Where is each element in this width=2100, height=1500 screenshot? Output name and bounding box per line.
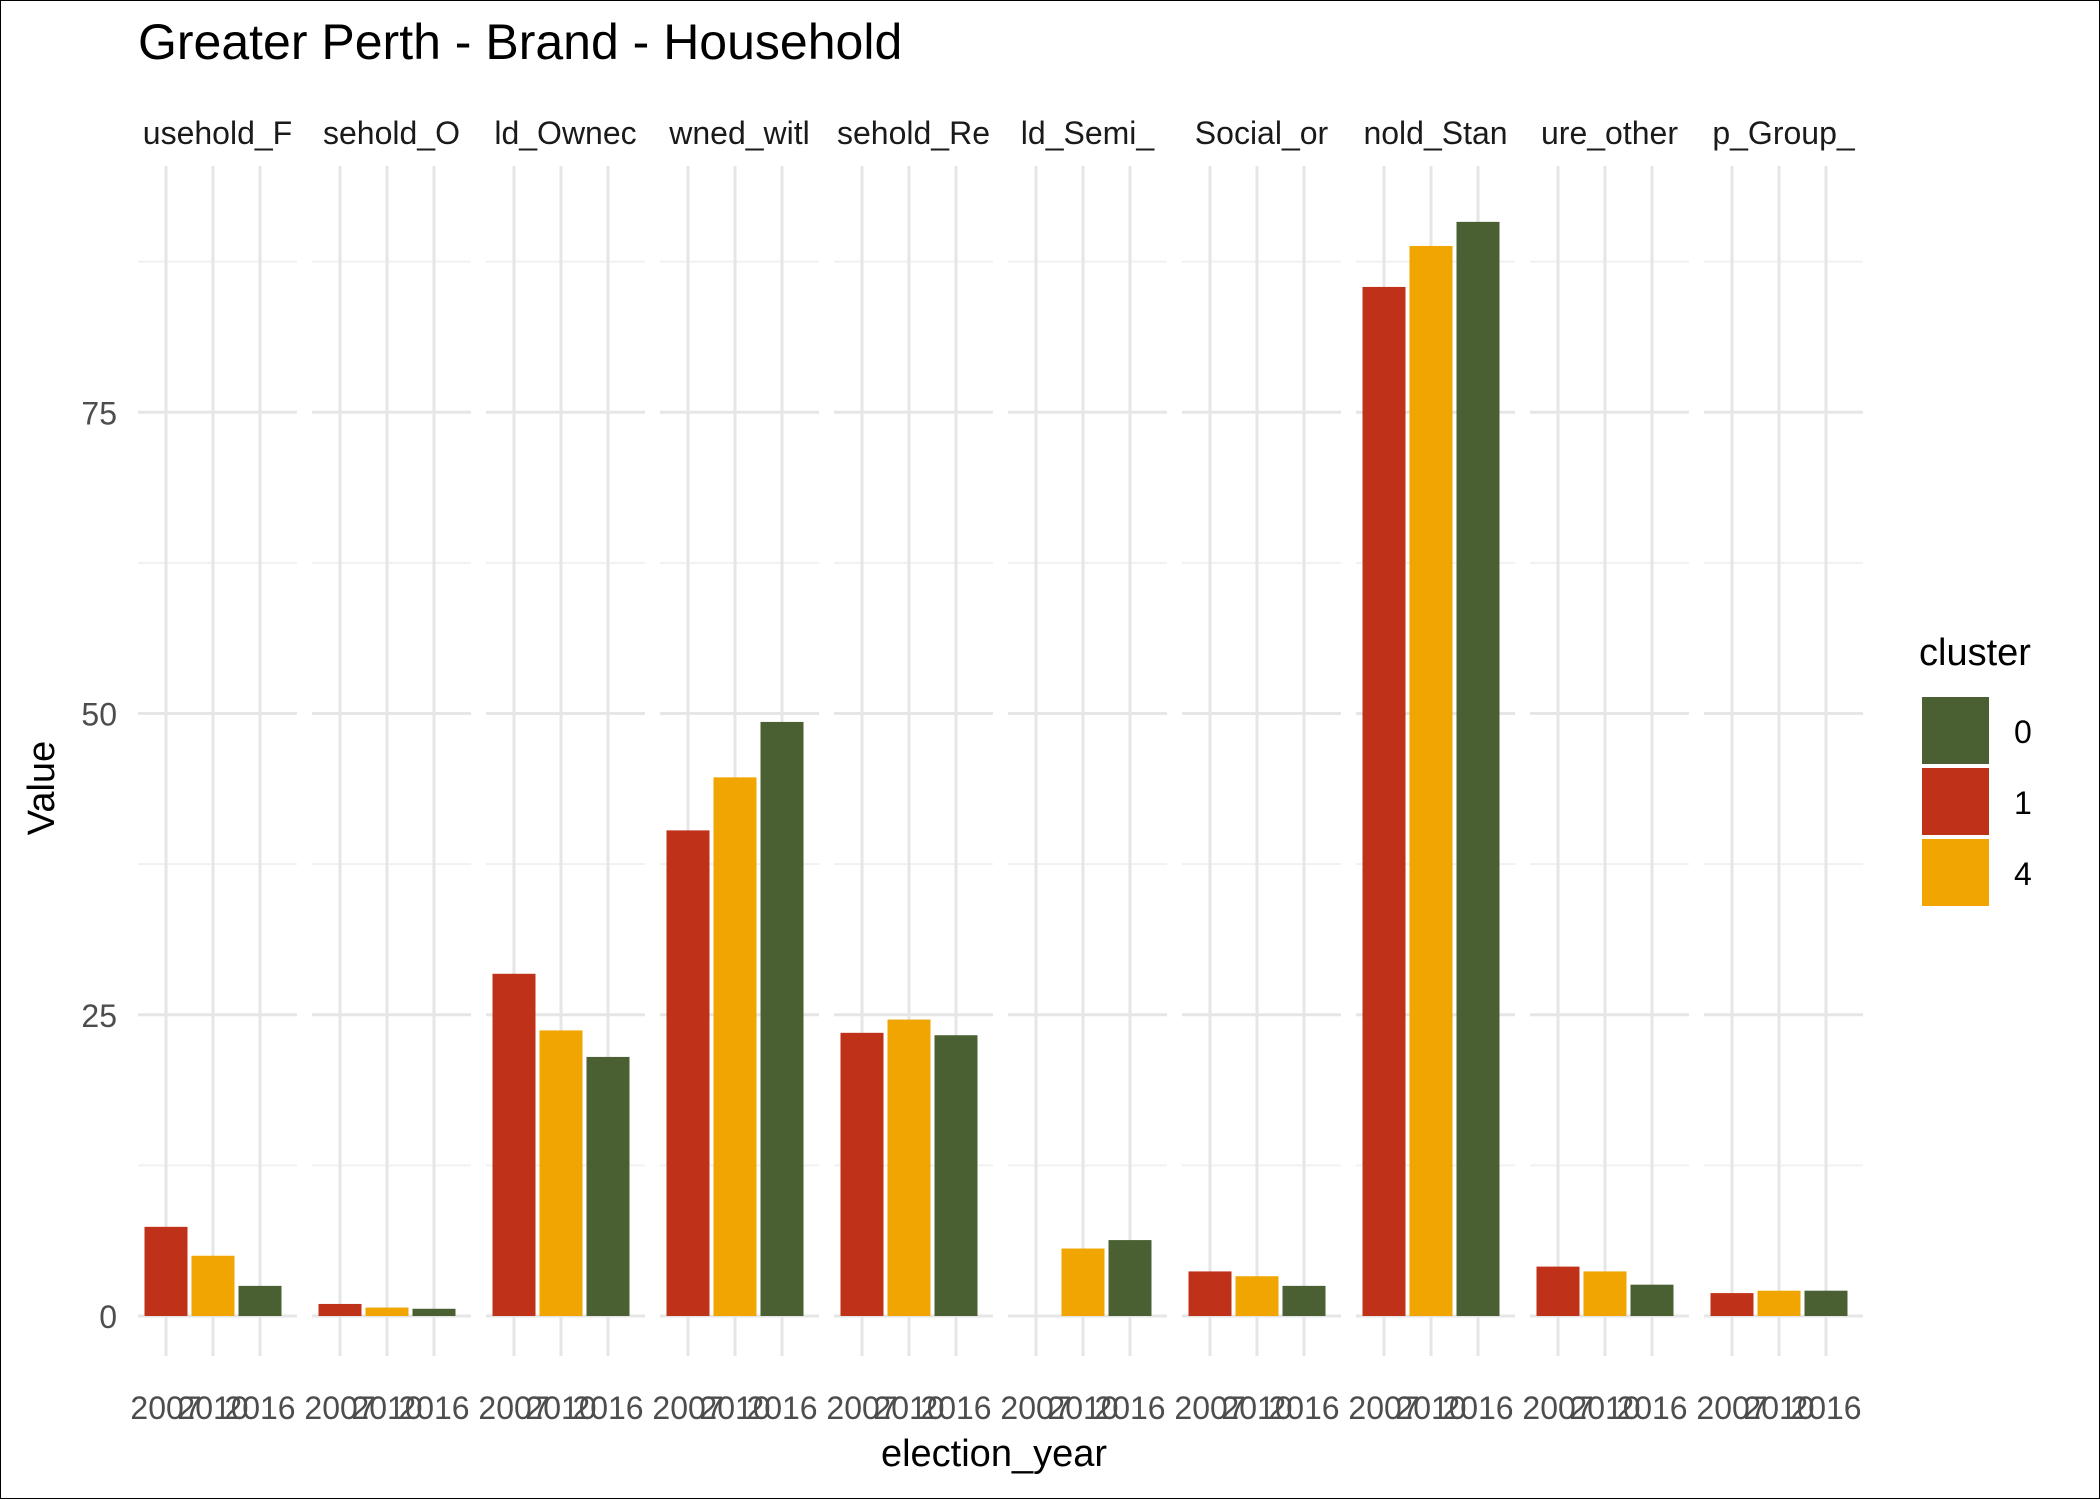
x-axis-label: election_year [881,1433,1107,1475]
facet-strip-label: sehold_O [323,115,460,151]
x-tick-label: 2010 [1047,1390,1118,1426]
bar-nold_Stan-2007 [1362,286,1406,1317]
x-tick-label: 2016 [398,1390,469,1426]
facet-strip-label: wned_witl [668,115,810,151]
x-tick-label: 2016 [1268,1390,1339,1426]
panel-grid [1182,166,1341,1356]
bar-wned_witl-2010 [713,777,757,1316]
facet-strip-label: sehold_Re [837,115,990,151]
x-tick-label: 2016 [224,1390,295,1426]
x-tick-label: 2010 [1569,1390,1640,1426]
x-tick-label: 2010 [351,1390,422,1426]
bar-usehold_F-2016 [238,1285,282,1316]
bar-Social_or-2010 [1235,1276,1279,1316]
facet-strip-label: p_Group_ [1712,115,1856,151]
y-tick-label: 75 [81,395,117,431]
facet-strips: usehold_F sehold_O ld_Ownec wned_witl sehold… [143,115,1856,151]
legend-label-4: 4 [2014,856,2032,892]
x-tick-label: 2016 [746,1390,817,1426]
panel-grid [1008,166,1167,1356]
x-tick-label: 2010 [1221,1390,1292,1426]
bar-nold_Stan-2016 [1456,221,1500,1317]
y-tick-label: 50 [81,697,117,733]
x-tick-label: 2010 [873,1390,944,1426]
x-tick-label: 2016 [572,1390,643,1426]
facet-strip-label: ld_Semi_ [1021,115,1156,151]
x-tick-label: 2007 [1696,1390,1767,1426]
y-tick-label: 25 [81,998,117,1034]
legend: cluster 0 1 4 [1919,632,2032,906]
bar-Social_or-2016 [1282,1285,1326,1316]
bar-ld_Ownec-2010 [539,1030,583,1316]
x-tick-label: 2007 [1522,1390,1593,1426]
panel-grid [1530,166,1689,1356]
bar-ld_Semi_-2010 [1061,1248,1105,1316]
bar-Social_or-2007 [1188,1271,1232,1316]
facet-strip-label: usehold_F [143,115,292,151]
bar-sehold_O-2007 [318,1303,362,1316]
x-tick-label: 2016 [920,1390,991,1426]
bar-sehold_Re-2010 [887,1019,931,1316]
facet-strip-label: ure_other [1541,115,1678,151]
legend-key-0 [1922,697,1989,764]
x-tick-label: 2007 [478,1390,549,1426]
bar-usehold_F-2010 [191,1255,235,1316]
bar-ld_Ownec-2016 [586,1056,630,1316]
x-tick-label: 2016 [1442,1390,1513,1426]
legend-title: cluster [1919,632,2031,674]
bar-wned_witl-2007 [666,830,710,1316]
bar-sehold_Re-2007 [840,1032,884,1316]
bar-ure_other-2010 [1583,1271,1627,1316]
bar-sehold_O-2010 [365,1307,409,1316]
legend-key-4 [1922,839,1989,906]
legend-key-1 [1922,768,1989,835]
bar-p_Group_-2010 [1757,1290,1801,1316]
x-tick-label: 2010 [1395,1390,1466,1426]
bar-wned_witl-2016 [760,721,804,1316]
bar-ure_other-2016 [1630,1284,1674,1316]
x-tick-label: 2007 [652,1390,723,1426]
x-tick-label: 2007 [130,1390,201,1426]
x-tick-label: 2007 [826,1390,897,1426]
gridlines [138,166,1863,1356]
y-tick-label: 0 [99,1299,117,1335]
facet-strip-label: Social_or [1195,115,1329,151]
x-tick-label: 2007 [1174,1390,1245,1426]
bars [144,221,1848,1317]
x-tick-label: 2016 [1790,1390,1861,1426]
x-tick-label: 2007 [1348,1390,1419,1426]
bar-usehold_F-2007 [144,1226,188,1316]
panel-grid [312,166,471,1356]
bar-ld_Semi_-2016 [1108,1240,1152,1316]
bar-ure_other-2007 [1536,1266,1580,1316]
x-tick-label: 2010 [525,1390,596,1426]
panel-grid [1704,166,1863,1356]
x-tick-label: 2007 [304,1390,375,1426]
legend-label-1: 1 [2014,785,2032,821]
y-axis-ticks: 0 25 50 75 [81,395,117,1335]
bar-p_Group_-2016 [1804,1290,1848,1316]
chart-title: Greater Perth - Brand - Household [138,14,902,70]
panel-grid [138,166,297,1356]
x-tick-label: 2010 [699,1390,770,1426]
bar-nold_Stan-2010 [1409,245,1453,1317]
x-tick-label: 2010 [177,1390,248,1426]
facet-strip-label: nold_Stan [1363,115,1507,151]
x-tick-label: 2010 [1743,1390,1814,1426]
x-tick-label: 2016 [1616,1390,1687,1426]
facet-strip-label: ld_Ownec [494,115,636,151]
bar-p_Group_-2007 [1710,1293,1754,1316]
y-axis-label: Value [21,741,63,835]
legend-label-0: 0 [2014,714,2032,750]
x-tick-label: 2016 [1094,1390,1165,1426]
bar-ld_Ownec-2007 [492,973,536,1316]
x-tick-label: 2007 [1000,1390,1071,1426]
bar-sehold_O-2016 [412,1308,456,1316]
bar-sehold_Re-2016 [934,1035,978,1316]
